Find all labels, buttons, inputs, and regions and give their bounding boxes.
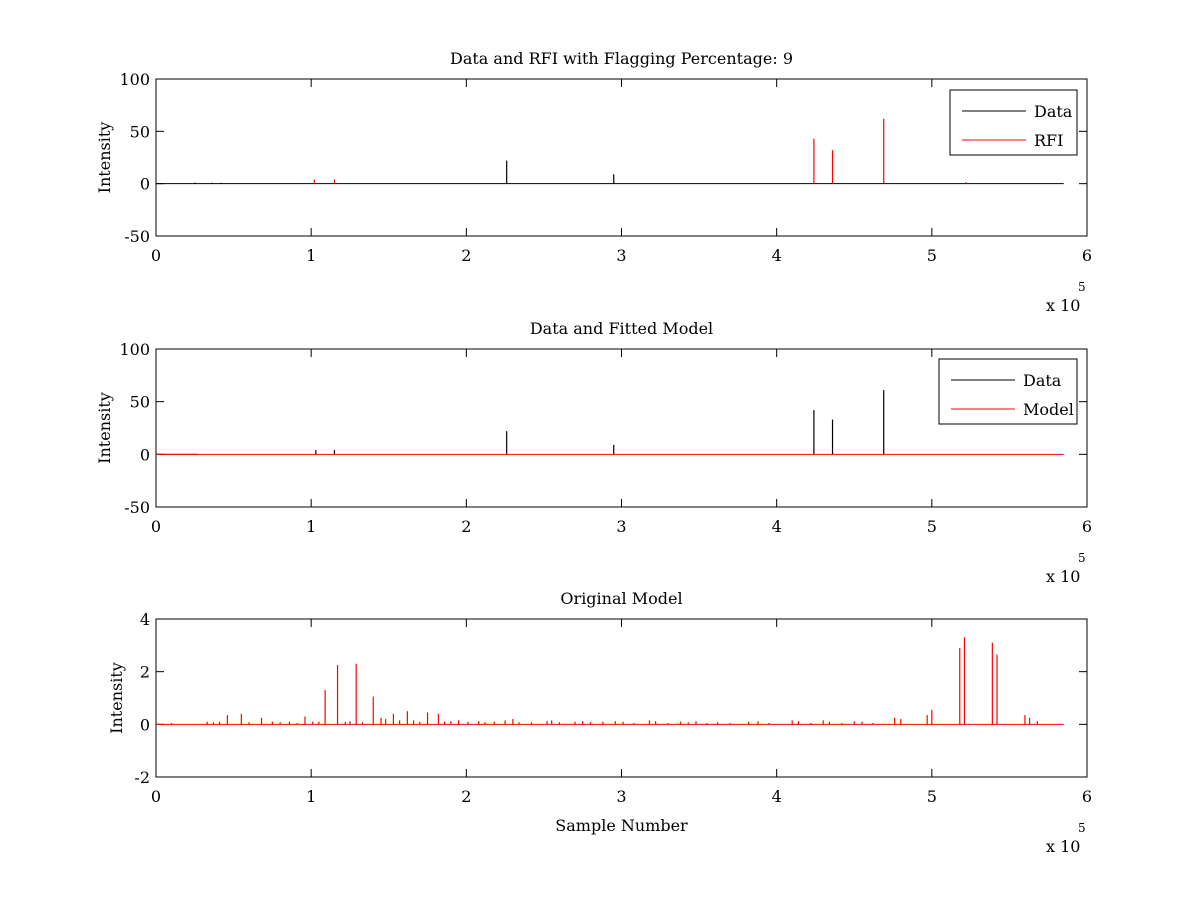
y-tick-label: -2	[134, 768, 150, 787]
series-rfi	[313, 118, 967, 184]
legend: Data Model	[938, 358, 1078, 425]
x-exponent-label: 5	[1078, 551, 1086, 565]
x-tick-label: 2	[461, 517, 471, 536]
plot-area	[155, 348, 1088, 508]
y-axis-label: Intensity	[95, 122, 114, 194]
x-exponent-label: 5	[1078, 280, 1086, 294]
y-axis-label: Intensity	[95, 392, 114, 464]
legend: Data RFI	[949, 89, 1078, 156]
x-tick-label: 6	[1082, 787, 1092, 806]
chart-panel-3: Original Model Intensity Sample Number 0 1 2 3…	[107, 589, 1092, 856]
chart-title: Data and RFI with Flagging Percentage: 9	[450, 49, 793, 68]
x-tick-label: 5	[927, 517, 937, 536]
y-tick-label: -50	[124, 227, 150, 246]
y-tick-label: 50	[130, 122, 150, 141]
x-multiplier-label: x 10	[1046, 296, 1080, 315]
x-tick-label: 1	[306, 517, 316, 536]
x-multiplier-label: x 10	[1046, 567, 1080, 586]
legend-box	[938, 358, 1078, 425]
x-tick-label: 1	[306, 246, 316, 265]
plot-area	[155, 78, 1088, 237]
chart-panel-2: Data and Fitted Model Intensity 0 1 2 3 4 5 6 -50…	[95, 319, 1092, 586]
legend-entry: Data	[1034, 102, 1073, 121]
y-axis-label: Intensity	[107, 662, 126, 734]
x-tick-label: 2	[461, 787, 471, 806]
x-tick-label: 2	[461, 246, 471, 265]
y-tick-label: 100	[119, 340, 150, 359]
x-tick-label: 4	[772, 246, 782, 265]
x-tick-label: 3	[616, 246, 626, 265]
y-tick-label: 0	[140, 715, 150, 734]
series-data	[156, 160, 1064, 185]
x-multiplier-label: x 10	[1046, 837, 1080, 856]
y-tick-label: -50	[124, 498, 150, 517]
x-tick-label: 1	[306, 787, 316, 806]
y-tick-label: 50	[130, 393, 150, 412]
x-tick-label: 5	[927, 787, 937, 806]
x-tick-label: 6	[1082, 246, 1092, 265]
x-tick-label: 0	[151, 517, 161, 536]
x-tick-label: 4	[772, 787, 782, 806]
legend-entry: RFI	[1034, 131, 1063, 150]
x-tick-label: 3	[616, 517, 626, 536]
x-tick-label: 3	[616, 787, 626, 806]
chart-panel-1: Data and RFI with Flagging Percentage: 9…	[95, 49, 1092, 315]
x-exponent-label: 5	[1078, 821, 1086, 835]
x-tick-label: 0	[151, 787, 161, 806]
legend-entry: Model	[1023, 400, 1074, 419]
legend-entry: Data	[1023, 371, 1062, 390]
chart-title: Original Model	[560, 589, 682, 608]
x-tick-label: 5	[927, 246, 937, 265]
x-tick-label: 6	[1082, 517, 1092, 536]
y-tick-label: 100	[119, 70, 150, 89]
chart-title: Data and Fitted Model	[530, 319, 713, 338]
series-1	[156, 637, 1064, 725]
y-tick-label: 0	[140, 445, 150, 464]
y-tick-label: 4	[140, 610, 150, 629]
y-tick-label: 2	[140, 663, 150, 682]
plot-area	[155, 618, 1088, 778]
x-tick-label: 0	[151, 246, 161, 265]
y-tick-label: 0	[140, 175, 150, 194]
x-tick-label: 4	[772, 517, 782, 536]
legend-box	[949, 89, 1078, 156]
x-axis-label: Sample Number	[555, 816, 688, 835]
